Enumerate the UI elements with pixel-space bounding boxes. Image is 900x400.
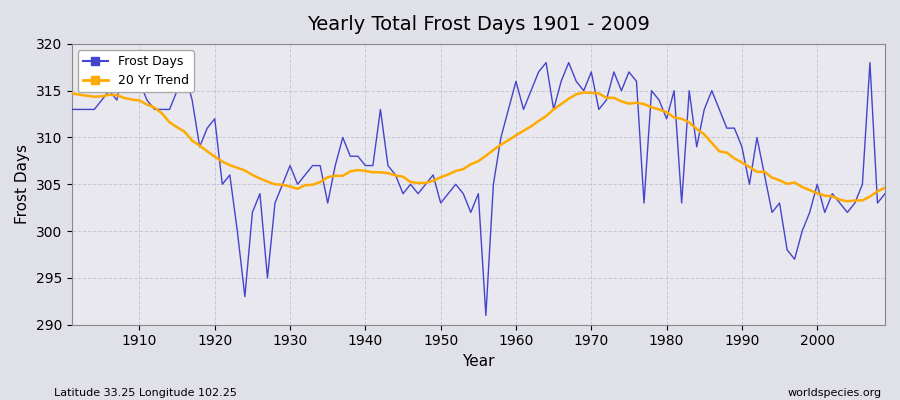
Y-axis label: Frost Days: Frost Days: [15, 144, 30, 224]
Text: Latitude 33.25 Longitude 102.25: Latitude 33.25 Longitude 102.25: [54, 388, 237, 398]
Legend: Frost Days, 20 Yr Trend: Frost Days, 20 Yr Trend: [78, 50, 194, 92]
Text: worldspecies.org: worldspecies.org: [788, 388, 882, 398]
Title: Yearly Total Frost Days 1901 - 2009: Yearly Total Frost Days 1901 - 2009: [307, 15, 650, 34]
X-axis label: Year: Year: [462, 354, 495, 369]
